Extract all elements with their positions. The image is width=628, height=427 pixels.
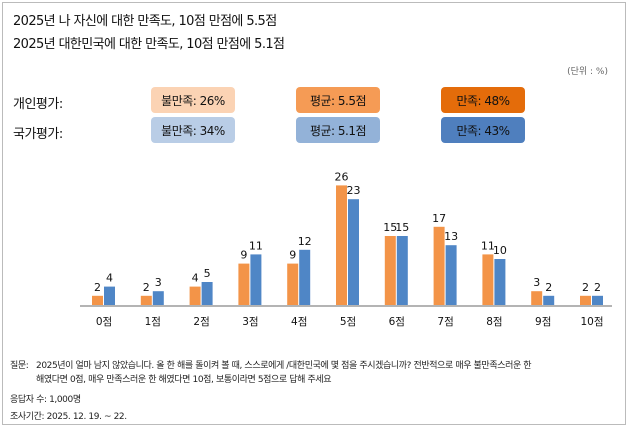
bar-national [152,291,164,305]
data-label: 9 [289,249,296,262]
personal-dissatisfied-box: 불만족: 26% [151,87,235,113]
data-label: 13 [444,230,458,243]
bar-national [201,282,213,305]
x-tick-label: 9점 [535,316,551,328]
bar-personal [482,254,494,305]
bar-personal [580,295,591,305]
data-label: 2 [594,281,601,294]
national-label: 국가평가: [13,127,63,142]
bar-personal [287,263,299,305]
title-national: 2025년 대한민국에 대한 만족도, 10점 만점에 5.1점 [13,37,285,52]
x-tick-label: 2점 [193,316,209,328]
question-label: 질문: [10,361,29,371]
x-tick-label: 7점 [437,316,453,328]
data-label: 3 [155,276,162,289]
x-tick-label: 1점 [145,316,161,328]
x-tick-label: 5점 [340,316,356,328]
bar-national [299,249,311,305]
bar-personal [433,226,445,305]
data-label: 3 [533,276,540,289]
x-tick-label: 6점 [389,316,405,328]
bar-national [494,259,506,305]
data-label: 23 [347,184,361,197]
data-label: 2 [545,281,552,294]
question-line2: 해였다면 0점, 매우 만족스러운 한 해였다면 10점, 보통이라면 5점으로… [36,375,332,385]
bar-personal [92,295,103,305]
bar-personal [238,263,250,305]
respondents: 응답자 수: 1,000명 [10,395,81,405]
x-tick-label: 4점 [291,316,307,328]
bar-national [348,199,359,305]
bar-national [445,245,457,305]
national-dissatisfied-box: 불만족: 34% [151,117,235,143]
bar-personal [336,185,347,305]
data-label: 11 [481,239,495,252]
survey-period: 조사기간: 2025. 12. 19. ~ 22. [10,412,127,422]
bar-personal [531,291,543,305]
data-label: 11 [249,239,263,252]
bar-national [543,295,555,305]
data-label: 2 [582,281,589,294]
bar-national [396,236,408,305]
data-label: 26 [335,170,349,183]
national-average-box: 평균: 5.1점 [296,117,380,143]
data-label: 2 [94,281,101,294]
data-label: 10 [493,244,507,257]
data-label: 15 [395,221,409,234]
x-tick-label: 3점 [242,316,258,328]
data-label: 4 [106,272,113,285]
data-label: 2 [143,281,150,294]
bar-national [592,295,603,305]
bar-personal [189,286,201,305]
x-tick-label: 10점 [580,316,603,328]
personal-label: 개인평가: [13,97,63,112]
bar-personal [384,236,396,305]
data-label: 9 [240,249,247,262]
data-label: 15 [383,221,397,234]
personal-average-box: 평균: 5.5점 [296,87,380,113]
data-label: 12 [298,235,312,248]
title-personal: 2025년 나 자신에 대한 만족도, 10점 만점에 5.5점 [13,14,277,29]
data-label: 4 [192,272,199,285]
data-label: 17 [432,212,446,225]
bar-national [250,254,262,305]
bar-personal [140,295,152,305]
personal-satisfied-box: 만족: 48% [441,87,525,113]
x-tick-label: 0점 [96,316,112,328]
unit-label: (단위 : %) [567,67,608,77]
data-label: 5 [204,267,211,280]
national-satisfied-box: 만족: 43% [441,117,525,143]
bar-national [104,286,115,305]
question-line1: 2025년이 얼마 남지 않았습니다. 올 한 해를 돌이켜 볼 때, 스스로에… [36,361,532,371]
x-tick-label: 8점 [486,316,502,328]
